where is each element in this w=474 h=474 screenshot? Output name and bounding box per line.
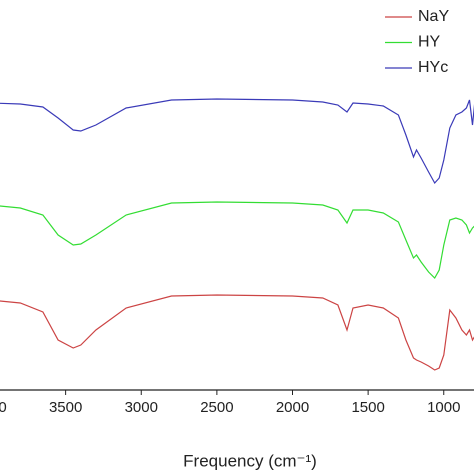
legend-label: HYc (418, 59, 448, 76)
x-tick-label: 3500 (49, 399, 82, 416)
x-axis-label: Frequency (cm⁻¹) (183, 451, 317, 470)
x-tick-label: 3000 (125, 399, 158, 416)
spectrum-line (0, 294, 474, 371)
x-tick-label: 2500 (200, 399, 233, 416)
legend-label: HY (418, 34, 441, 51)
spectrum-line (0, 201, 474, 279)
legend-label: NaY (418, 8, 449, 25)
x-tick-label: 4000 (0, 399, 7, 416)
x-tick-label: 1000 (427, 399, 460, 416)
spectrum-line (0, 98, 474, 185)
x-tick-label: 1500 (351, 399, 384, 416)
x-tick-label: 2000 (276, 399, 309, 416)
